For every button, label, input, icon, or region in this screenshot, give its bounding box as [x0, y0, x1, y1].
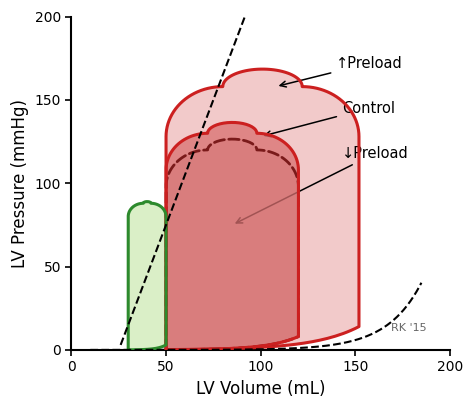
- X-axis label: LV Volume (mL): LV Volume (mL): [196, 380, 325, 398]
- Polygon shape: [166, 139, 299, 350]
- Text: Control: Control: [265, 101, 395, 137]
- Polygon shape: [166, 122, 299, 350]
- Polygon shape: [166, 69, 359, 350]
- Text: ↑Preload: ↑Preload: [280, 56, 403, 87]
- Polygon shape: [128, 202, 166, 350]
- Text: ↓Preload: ↓Preload: [236, 146, 409, 223]
- Text: RK '15: RK '15: [392, 323, 427, 333]
- Y-axis label: LV Pressure (mmHg): LV Pressure (mmHg): [11, 99, 29, 268]
